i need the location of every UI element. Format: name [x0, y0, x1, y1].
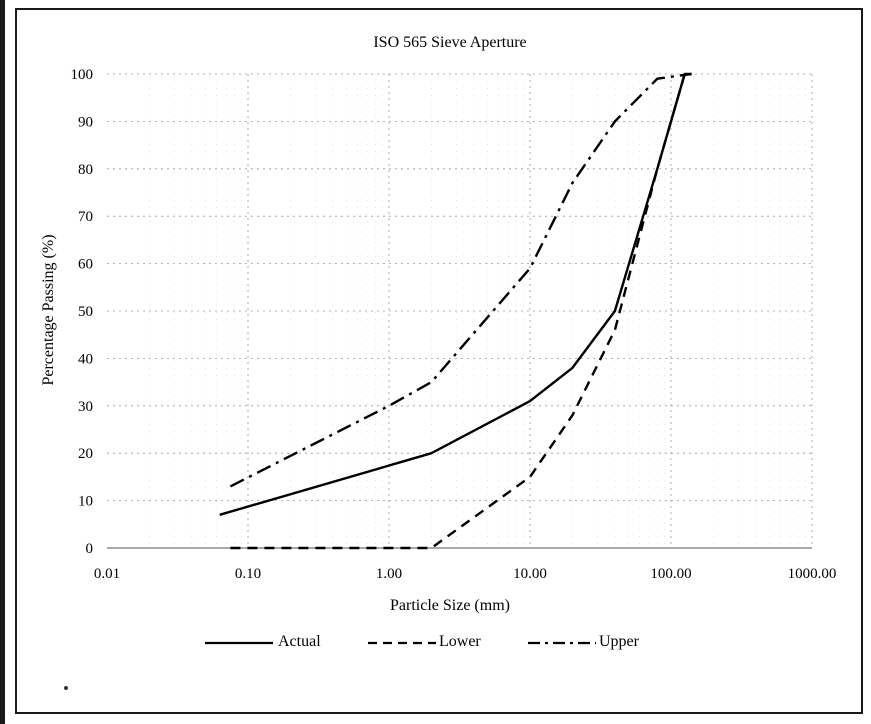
x-axis-label: Particle Size (mm): [390, 597, 510, 614]
legend-label-upper: Upper: [599, 633, 639, 650]
legend-label-lower: Lower: [439, 633, 481, 650]
y-tick-label: 50: [78, 304, 93, 320]
series-line-lower: [230, 73, 686, 550]
chart-title: ISO 565 Sieve Aperture: [373, 34, 527, 51]
y-tick-label: 20: [78, 446, 93, 462]
legend-swatch-actual: [205, 641, 273, 645]
x-tick-label: 1.00: [376, 566, 402, 582]
y-tick-label: 30: [78, 399, 93, 415]
x-tick-label: 100.00: [650, 566, 691, 582]
legend-label-actual: Actual: [278, 633, 321, 650]
y-tick-label: 90: [78, 114, 93, 130]
legend-swatch-lower: [368, 641, 436, 645]
legend-swatch-upper: [528, 641, 596, 645]
x-tick-label: 10.00: [513, 566, 547, 582]
stray-mark: [64, 686, 68, 690]
chart-frame: [15, 8, 863, 714]
x-tick-label: 1000.00: [788, 566, 837, 582]
y-tick-label: 10: [78, 494, 93, 510]
x-tick-labels: 0.01 0.10 1.00 10.00 100.00 1000.00: [94, 566, 837, 582]
series-lines: [219, 72, 692, 550]
x-tick-label: 0.10: [235, 566, 261, 582]
y-tick-label: 40: [78, 351, 93, 367]
y-tick-label: 0: [86, 541, 94, 557]
grid-lines: [107, 73, 813, 548]
y-tick-label: 70: [78, 209, 93, 225]
series-line-actual: [219, 72, 692, 516]
y-tick-label: 100: [71, 67, 94, 83]
y-tick-label: 80: [78, 162, 93, 178]
series-line-upper: [229, 72, 692, 488]
x-tick-label: 0.01: [94, 566, 120, 582]
y-tick-labels: 0 10 20 30 40 50 60 70 80 90 100: [71, 67, 94, 557]
left-border-strip: [0, 0, 5, 724]
y-tick-label: 60: [78, 257, 93, 273]
